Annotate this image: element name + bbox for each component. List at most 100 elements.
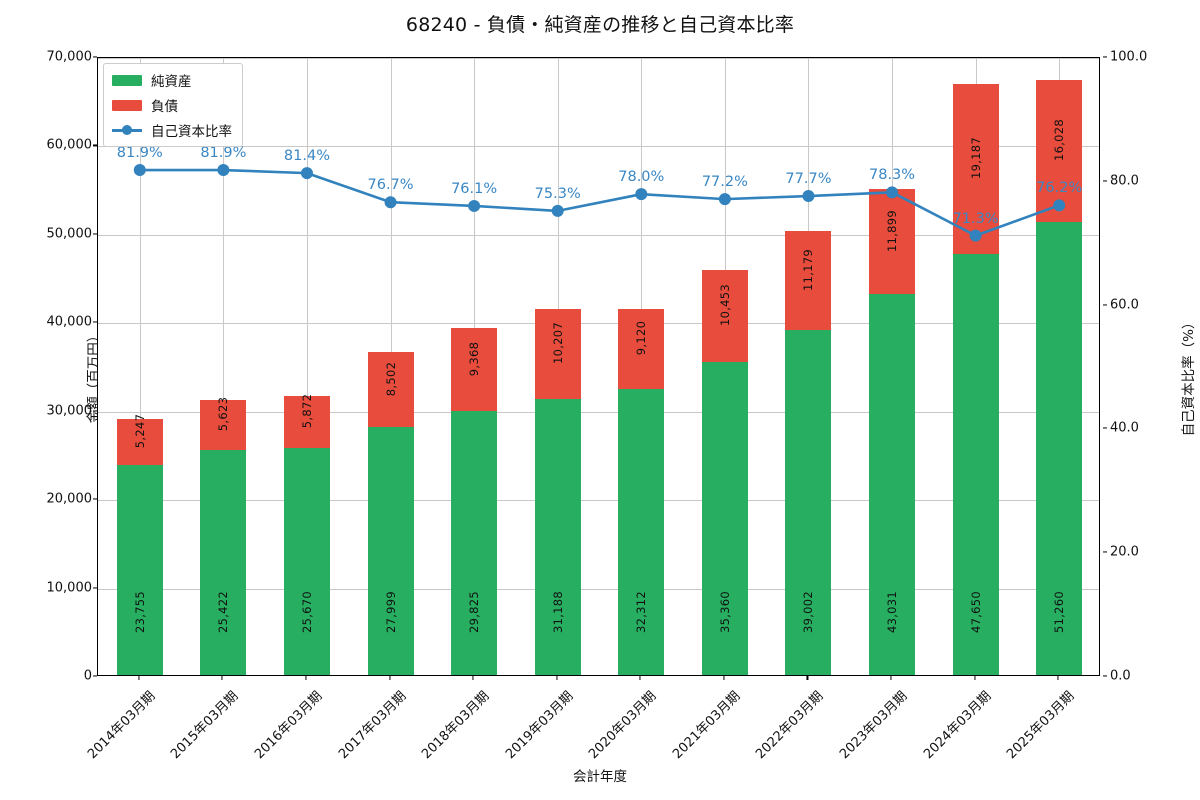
line-path-equity-ratio — [139, 168, 1060, 237]
gridline-horizontal — [98, 146, 1099, 148]
bar-segment-equity[interactable]: 39,002 — [785, 330, 832, 675]
bar-segment-liabilities[interactable]: 16,028 — [1036, 80, 1083, 222]
line-marker[interactable] — [969, 229, 982, 242]
line-series-layer — [133, 164, 1066, 242]
green-swatch-icon — [112, 74, 142, 86]
bar-group[interactable]: 29,825 9,368 — [451, 328, 498, 675]
legend-item-equity[interactable]: 純資産 — [112, 70, 232, 90]
bar-segment-equity[interactable]: 25,422 — [200, 450, 247, 675]
bar-segment-equity[interactable]: 29,825 — [451, 411, 498, 675]
x-axis-tick-label: 2019年03月期 — [502, 688, 577, 763]
line-marker[interactable] — [300, 167, 313, 180]
line-marker[interactable] — [551, 204, 564, 217]
bar-group[interactable]: 47,650 19,187 — [952, 83, 999, 675]
gridline-horizontal — [98, 588, 1099, 590]
x-axis-tick-label: 2016年03月期 — [252, 688, 326, 763]
y-axis-left-tick-label: 30,000 — [46, 403, 93, 419]
y-axis-right-tick-label: 60.0 — [1110, 297, 1139, 313]
x-axis-tick-label: 2015年03月期 — [168, 688, 242, 763]
x-axis-tick-mark — [806, 676, 808, 680]
y-axis-right-tick-mark — [1103, 675, 1107, 677]
y-axis-left-tick-label: 0 — [83, 668, 92, 684]
bar-segment-liabilities[interactable]: 8,502 — [367, 352, 414, 428]
bar-segment-equity[interactable]: 43,031 — [869, 294, 916, 675]
bar-segment-equity[interactable]: 27,999 — [367, 427, 414, 675]
bar-group[interactable]: 51,260 16,028 — [1036, 80, 1083, 675]
line-value-label: 81.9% — [116, 145, 163, 162]
bar-segment-equity[interactable]: 32,312 — [618, 389, 665, 675]
bars-layer: 23,755 5,247 25,422 5,623 25,670 5,872 27,999 8… — [98, 58, 1099, 675]
bar-group[interactable]: 25,422 5,623 — [200, 397, 247, 675]
y-axis-right-tick-mark — [1103, 56, 1107, 58]
y-axis-left-tick-label: 40,000 — [46, 314, 93, 330]
y-axis-left-tick-label: 70,000 — [46, 49, 93, 65]
bar-segment-equity[interactable]: 51,260 — [1036, 221, 1083, 675]
plot-area: 23,755 5,247 25,422 5,623 25,670 5,872 27,999 8… — [97, 57, 1100, 676]
bar-segment-liabilities[interactable]: 11,899 — [869, 189, 916, 295]
bar-group[interactable]: 27,999 8,502 — [367, 352, 414, 675]
y-axis-left-tick-mark — [93, 675, 97, 677]
bar-segment-liabilities[interactable]: 9,368 — [451, 328, 498, 412]
gridline-vertical — [306, 58, 308, 675]
line-marker[interactable] — [802, 190, 815, 203]
gridline-vertical — [139, 58, 141, 675]
y-axis-right-tick-label: 20.0 — [1110, 544, 1139, 560]
bar-segment-liabilities[interactable]: 11,179 — [785, 231, 832, 331]
bar-group[interactable]: 23,755 5,247 — [116, 414, 163, 675]
gridline-horizontal — [98, 323, 1099, 325]
line-marker[interactable] — [1053, 199, 1066, 212]
bar-group[interactable]: 39,002 11,179 — [785, 231, 832, 675]
line-marker[interactable] — [468, 199, 481, 212]
line-value-label: 78.3% — [868, 167, 916, 184]
line-marker[interactable] — [635, 188, 648, 201]
legend-label-liabilities: 負債 — [151, 99, 178, 115]
y-axis-left-tick-mark — [93, 144, 97, 146]
y-axis-left-tick-mark — [93, 498, 97, 500]
line-value-label: 77.2% — [701, 174, 748, 191]
y-axis-right-tick-mark — [1103, 180, 1107, 182]
bar-segment-equity[interactable]: 35,360 — [701, 362, 748, 675]
bar-segment-liabilities[interactable]: 5,872 — [283, 394, 330, 449]
y-axis-right-tick-label: 80.0 — [1110, 173, 1139, 189]
bar-segment-equity[interactable]: 23,755 — [116, 464, 163, 675]
bar-group[interactable]: 32,312 9,120 — [618, 308, 665, 675]
bar-segment-liabilities[interactable]: 10,207 — [534, 308, 581, 400]
gridline-horizontal — [98, 500, 1099, 502]
legend-label-equity-ratio: 自己資本比率 — [151, 124, 232, 140]
x-axis-tick-label: 2014年03月期 — [84, 688, 159, 763]
bar-segment-equity[interactable]: 31,188 — [534, 399, 581, 675]
bar-segment-equity[interactable]: 47,650 — [952, 253, 999, 675]
x-axis-tick-label: 2024年03月期 — [920, 688, 995, 763]
y-axis-left-tick-mark — [93, 233, 97, 235]
legend-item-equity-ratio[interactable]: 自己資本比率 — [112, 120, 232, 140]
bar-segment-liabilities[interactable]: 5,623 — [200, 397, 247, 451]
line-marker[interactable] — [133, 164, 146, 177]
gridline-horizontal — [98, 58, 1099, 59]
y-axis-left-tick-label: 60,000 — [46, 137, 93, 153]
x-axis-tick-label: 2021年03月期 — [670, 688, 744, 763]
bar-group[interactable]: 35,360 10,453 — [701, 269, 748, 675]
blue-line-marker-icon — [112, 125, 142, 136]
legend-label-equity: 純資産 — [151, 74, 192, 90]
x-axis-tick-label: 2025年03月期 — [1004, 688, 1078, 763]
legend-item-liabilities[interactable]: 負債 — [112, 95, 232, 115]
y-axis-right-tick-mark — [1103, 551, 1107, 553]
line-marker[interactable] — [384, 196, 397, 209]
x-axis-tick-label: 2017年03月期 — [335, 688, 409, 763]
bar-group[interactable]: 25,670 5,872 — [283, 394, 330, 675]
bar-segment-liabilities[interactable]: 5,247 — [116, 414, 163, 465]
bar-segment-liabilities[interactable]: 9,120 — [618, 308, 665, 390]
bar-segment-liabilities[interactable]: 10,453 — [701, 269, 748, 363]
bar-segment-equity[interactable]: 25,670 — [283, 448, 330, 675]
line-value-label: 76.1% — [451, 180, 498, 197]
line-marker[interactable] — [886, 186, 899, 199]
bar-group[interactable]: 43,031 11,899 — [869, 189, 916, 675]
bar-group[interactable]: 31,188 10,207 — [534, 308, 581, 675]
line-marker[interactable] — [217, 164, 230, 177]
x-axis-tick-label: 2018年03月期 — [419, 688, 493, 763]
x-axis-label: 会計年度 — [573, 769, 627, 785]
x-axis-tick-mark — [221, 676, 223, 680]
bar-segment-liabilities[interactable]: 19,187 — [952, 83, 999, 254]
gridline-horizontal — [98, 411, 1099, 413]
line-marker[interactable] — [718, 193, 731, 206]
